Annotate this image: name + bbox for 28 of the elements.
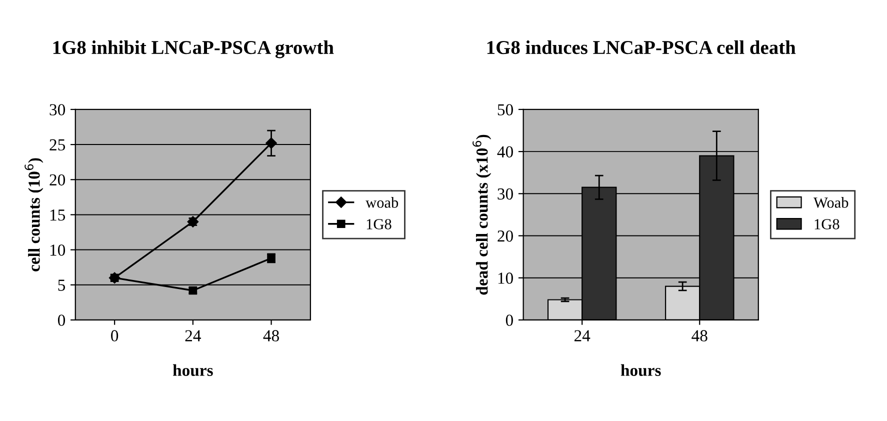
x-tick-label: 48 [263, 330, 279, 342]
chart-title: 1G8 inhibit LNCaP-PSCA growth [53, 40, 334, 58]
x-tick-label: 24 [185, 330, 201, 342]
legend-label: 1G8 [814, 219, 840, 230]
y-tick-label: 15 [50, 209, 66, 221]
y-tick-label: 30 [50, 104, 66, 116]
y-tick-label: 50 [498, 104, 513, 116]
chart-title: 1G8 induces LNCaP-PSCA cell death [487, 40, 796, 54]
y-tick-label: 20 [498, 230, 513, 242]
y-tick-label: 0 [506, 314, 513, 326]
y-tick-label: 5 [58, 280, 66, 291]
x-axis-title: hours [620, 364, 661, 376]
y-tick-label: 10 [50, 244, 66, 256]
legend-label: woab [366, 197, 398, 208]
legend-label: 1G8 [366, 219, 392, 230]
x-tick-label: 48 [692, 330, 708, 342]
y-axis-title: dead cell counts (x10$^{6}$) [472, 134, 492, 295]
x-tick-label: 0 [111, 330, 118, 342]
y-tick-label: 30 [498, 188, 513, 200]
y-tick-label: 10 [498, 272, 513, 284]
y-tick-label: 0 [58, 314, 66, 326]
y-tick-label: 20 [50, 174, 66, 186]
x-tick-label: 24 [574, 330, 590, 342]
x-axis-title: hours [172, 364, 213, 376]
y-tick-label: 25 [50, 139, 66, 150]
y-tick-label: 40 [497, 146, 513, 158]
legend-label: Woab [814, 197, 848, 208]
y-axis-title: cell counts (10$^{6}$) [24, 158, 44, 272]
